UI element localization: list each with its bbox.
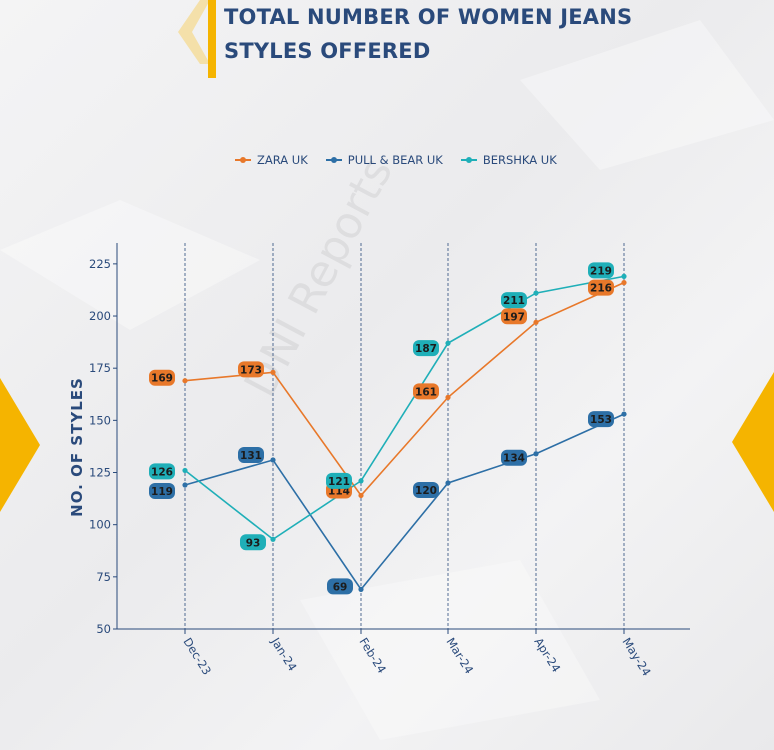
data-label-bg-pullbear-4: [501, 449, 527, 466]
y-axis-title: NO. OF STYLES: [68, 377, 86, 517]
data-point-bershka-2[interactable]: [358, 478, 364, 484]
data-point-bershka-4[interactable]: [533, 290, 539, 296]
y-tick-label-7: 225: [89, 257, 111, 271]
data-label-bg-zara-1: [238, 361, 264, 378]
data-label-bg-bershka-1: [240, 534, 266, 551]
title-line-2: STYLES OFFERED: [224, 39, 431, 63]
data-point-bershka-3[interactable]: [445, 340, 451, 346]
data-label-bg-pullbear-5: [588, 411, 614, 428]
data-label-pullbear-1: 131: [240, 450, 262, 462]
data-point-pullbear-1[interactable]: [270, 457, 276, 463]
data-point-zara-2[interactable]: [358, 492, 364, 499]
data-label-zara-4: 197: [503, 311, 525, 323]
data-label-bg-zara-4: [501, 308, 527, 325]
y-tick-label-6: 200: [89, 309, 111, 323]
x-tick-label-3: Mar-24: [443, 635, 476, 676]
left-arrow-shape: [0, 378, 40, 512]
data-label-bg-pullbear-2: [327, 578, 353, 595]
data-point-zara-4[interactable]: [533, 319, 539, 325]
legend-label-zara: ZARA UK: [257, 153, 308, 167]
data-label-zara-5: 216: [590, 283, 612, 295]
y-tick-label-2: 100: [89, 518, 111, 532]
data-label-pullbear-4: 134: [503, 453, 525, 465]
y-tick-label-4: 150: [89, 413, 111, 427]
legend-item-pullbear[interactable]: PULL & BEAR UK: [325, 153, 443, 167]
data-label-bg-pullbear-0: [149, 483, 175, 500]
legend-label-bershka: BERSHKA UK: [482, 153, 557, 167]
data-point-zara-3[interactable]: [445, 394, 451, 400]
data-labels-layer: 1691731141611972161191316912013415312693…: [149, 262, 614, 595]
title-accent-bar: [208, 0, 216, 78]
data-label-pullbear-3: 120: [415, 485, 437, 497]
data-label-pullbear-0: 119: [151, 486, 173, 498]
data-label-zara-3: 161: [415, 386, 437, 398]
data-label-bg-pullbear-1: [238, 446, 264, 463]
data-label-bg-zara-5: [588, 279, 614, 296]
data-label-bg-zara-3: [413, 383, 439, 400]
data-label-bg-bershka-3: [413, 340, 439, 357]
data-label-bershka-1: 93: [246, 537, 261, 549]
data-label-bg-pullbear-3: [413, 481, 439, 498]
x-tick-label-0: Dec-23: [180, 635, 214, 677]
legend-item-zara[interactable]: ZARA UK: [235, 153, 308, 167]
data-label-bershka-2: 121: [328, 476, 350, 488]
x-tick-label-4: Apr-24: [531, 635, 563, 675]
data-label-bershka-5: 219: [590, 265, 612, 277]
x-tick-label-5: May-24: [619, 635, 653, 678]
data-point-pullbear-0[interactable]: [182, 482, 188, 488]
data-point-zara-5[interactable]: [621, 280, 627, 286]
chart-legend: ZARA UK PULL & BEAR UK BERSHKA UK: [235, 153, 557, 167]
data-label-bershka-3: 187: [415, 343, 437, 355]
data-point-pullbear-3[interactable]: [445, 480, 451, 486]
axes-layer: Dec-23 Jan-24 Feb-24 Mar-24 Apr-24 May-24 50 75…: [89, 243, 690, 679]
data-label-bg-bershka-5: [588, 262, 614, 279]
data-label-zara-1: 173: [240, 364, 262, 376]
data-point-pullbear-2[interactable]: [358, 586, 364, 592]
data-label-zara-0: 169: [151, 373, 173, 385]
data-point-zara-0[interactable]: [182, 378, 188, 384]
y-tick-label-1: 75: [96, 570, 111, 584]
data-point-pullbear-4[interactable]: [533, 451, 539, 457]
legend-item-bershka[interactable]: BERSHKA UK: [460, 153, 557, 167]
legend-swatch-zara: [235, 155, 251, 165]
series-line-bershka: [184, 275, 625, 541]
y-tick-label-3: 125: [89, 466, 111, 480]
data-label-pullbear-5: 153: [590, 414, 612, 426]
data-label-bershka-0: 126: [151, 466, 173, 478]
legend-label-pullbear: PULL & BEAR UK: [347, 153, 443, 167]
data-label-bg-bershka-2: [326, 472, 352, 489]
data-point-bershka-1[interactable]: [270, 536, 276, 542]
legend-swatch-pullbear: [325, 155, 342, 165]
x-tick-label-2: Feb-24: [356, 635, 389, 676]
grid-layer: [184, 243, 625, 629]
y-tick-label-0: 50: [96, 622, 111, 636]
data-point-zara-1[interactable]: [270, 369, 276, 375]
data-point-bershka-0[interactable]: [182, 467, 188, 474]
data-label-bg-zara-0: [149, 369, 175, 386]
data-point-bershka-5[interactable]: [621, 273, 627, 279]
series-line-pullbear: [184, 413, 625, 591]
x-tick-label-1: Jan-24: [268, 634, 300, 673]
data-point-pullbear-5[interactable]: [621, 411, 627, 417]
y-tick-label-5: 175: [89, 361, 111, 375]
data-label-pullbear-2: 69: [333, 581, 348, 593]
data-label-bg-bershka-0: [149, 463, 175, 480]
data-label-bg-bershka-4: [501, 292, 527, 309]
title-line-1: TOTAL NUMBER OF WOMEN JEANS: [224, 5, 633, 29]
data-label-bershka-4: 211: [503, 295, 525, 307]
right-arrow-shape: [732, 372, 774, 512]
legend-swatch-bershka: [460, 155, 477, 165]
page-title: TOTAL NUMBER OF WOMEN JEANS STYLES OFFER…: [224, 0, 632, 68]
